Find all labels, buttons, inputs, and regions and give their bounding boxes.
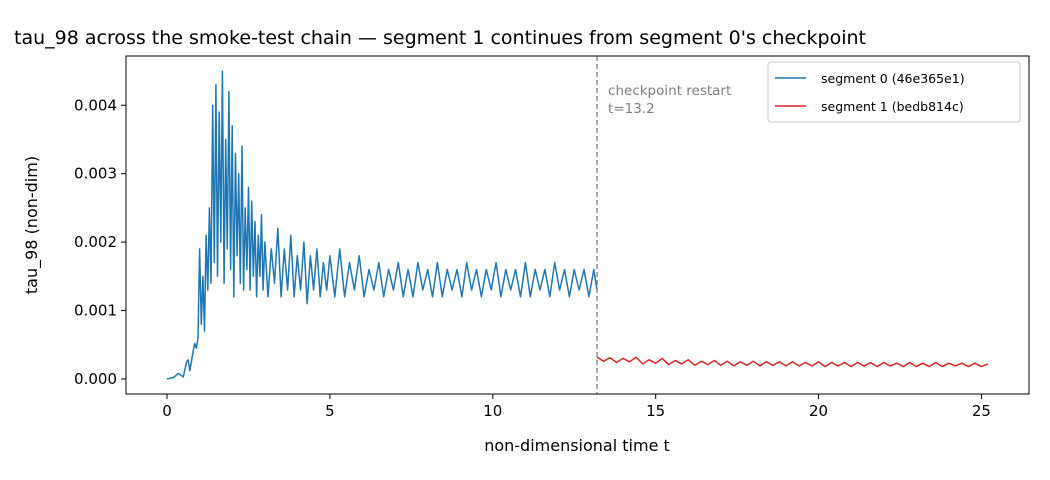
y-tick-label: 0.001 [74, 302, 117, 320]
x-tick-label: 15 [646, 402, 665, 420]
series-line-segment-0 [166, 70, 598, 380]
legend-label-segment-1: segment 1 (bedb814c) [821, 99, 964, 114]
y-axis-label: tau_98 (non-dim) [22, 156, 42, 294]
x-axis-ticks: 0 5 10 15 20 25 [162, 394, 991, 420]
x-axis-label: non-dimensional time t [484, 436, 670, 455]
legend-frame [767, 61, 1021, 123]
x-tick-label: 20 [809, 402, 828, 420]
annotation-label-0: checkpoint restart [608, 83, 731, 99]
legend: segment 0 (46e365e1) segment 1 (bedb814c) [767, 61, 1021, 123]
annotation-layer: checkpoint restart t=13.2 [596, 56, 731, 394]
x-tick-label: 5 [325, 402, 335, 420]
series-layer [166, 70, 989, 380]
y-tick-label: 0.003 [74, 165, 117, 183]
plot-area-frame [125, 55, 1030, 395]
x-tick-label: 25 [972, 402, 991, 420]
x-tick-label: 0 [162, 402, 172, 420]
x-tick-label: 10 [483, 402, 502, 420]
y-tick-label: 0.002 [74, 233, 117, 251]
y-tick-label: 0.000 [74, 370, 117, 388]
y-axis-ticks: 0.000 0.001 0.002 0.003 0.004 [74, 96, 126, 388]
chart-title: tau_98 across the smoke-test chain — seg… [14, 27, 866, 49]
series-line-segment-1 [596, 356, 989, 368]
annotation-label-1: t=13.2 [608, 101, 655, 117]
y-tick-label: 0.004 [74, 96, 117, 114]
legend-label-segment-0: segment 0 (46e365e1) [821, 71, 965, 86]
